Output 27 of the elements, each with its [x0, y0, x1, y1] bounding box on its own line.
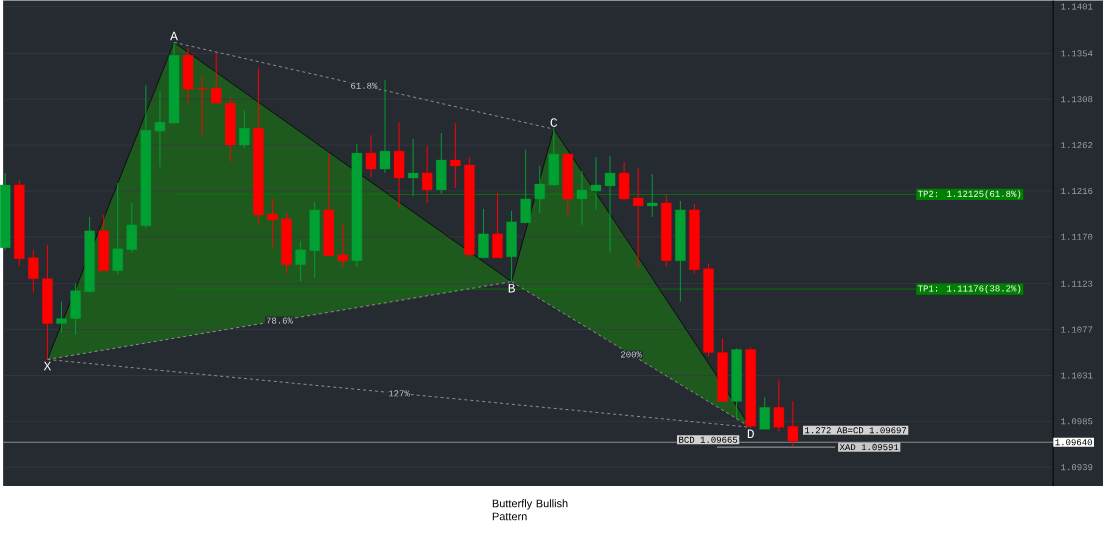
- text: Butterfly Bullish Pattern: [492, 499, 568, 521]
- y-tick-label: 1.1077: [1061, 326, 1093, 333]
- y-tick-label: 1.1308: [1061, 96, 1093, 103]
- y-tick-label: 1.1262: [1061, 142, 1093, 149]
- annotation: 200%: [620, 351, 642, 358]
- y-tick-label: 1.0939: [1061, 464, 1093, 471]
- y-tick-label: 1.1216: [1061, 187, 1093, 195]
- annotation: A: [170, 31, 178, 41]
- y-tick-label: 1.1031: [1061, 372, 1093, 379]
- y-tick-label: 1.0985: [1061, 418, 1093, 425]
- y-tick-label: 1.1123: [1061, 280, 1093, 287]
- annotation: B: [508, 283, 515, 293]
- annotation: C: [550, 118, 558, 127]
- annotation: 61.8%: [351, 82, 378, 89]
- ref-line-label: TP1: 1.11176(38.2%): [917, 284, 1021, 294]
- annotation: X: [43, 361, 52, 371]
- ref-line-label: TP2: 1.12125(61.8%): [917, 190, 1021, 199]
- y-tick-label: 1.1401: [1061, 3, 1093, 10]
- y-tick-label: 1.1354: [1061, 50, 1093, 57]
- annotation: 1.272 AB=CD 1.09697: [805, 427, 907, 434]
- y-tick-label: 1.1170: [1061, 233, 1093, 240]
- annotation: 127%: [388, 390, 410, 397]
- ref-line-label: 1.09640: [1055, 439, 1092, 446]
- annotation: BCD 1.09665: [679, 436, 738, 443]
- annotation: 78.6%: [266, 317, 293, 324]
- annotation: D: [747, 429, 754, 439]
- ref-line-label: XAD 1.09591: [839, 444, 899, 451]
